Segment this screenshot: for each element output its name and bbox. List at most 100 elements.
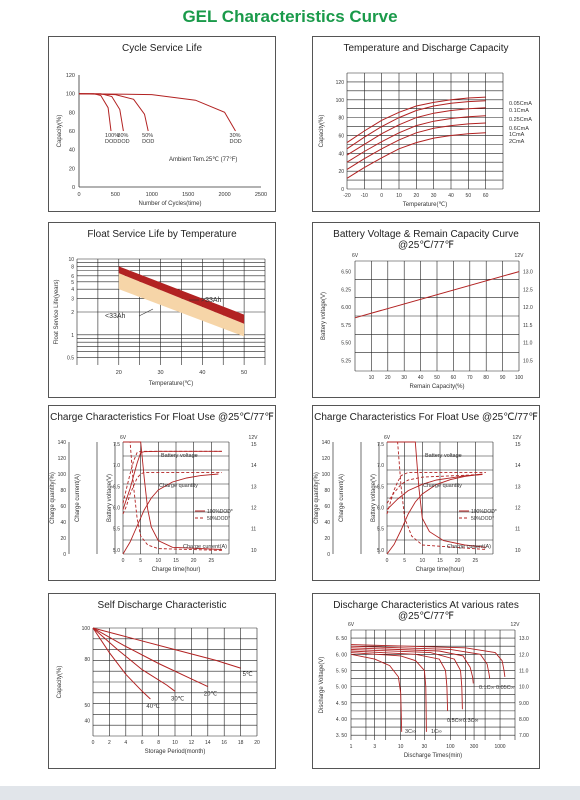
voltage2-tick-label: 10 [515,548,521,554]
series-label: 0.3C∞ [463,718,479,724]
series-line [387,441,486,548]
legend-entry: 0.6CmA [509,126,529,132]
annotation-quantity: Charge quantity [159,483,198,489]
right-unit: 12V [249,435,259,441]
legend-entry: 0.05CmA [509,101,532,107]
chart-float-service-life: 20 30 40 50 0.5 1 2 3 456 810 Temperature(℃) Float … [54,257,266,387]
series-line [346,96,486,144]
y-tick-label: 120 [66,73,75,79]
legend-entry: 0.25CmA [509,117,532,123]
voltage-tick-label: 5.5 [113,527,120,533]
y-tick-label: 120 [336,80,345,86]
voltage2-tick-label: 15 [515,442,521,448]
current-tick-label: 0.15C [83,406,97,408]
y-tick-label: 6. 50 [336,636,347,642]
x-tick-label: 12 [189,740,195,746]
series-line [350,648,463,710]
series-label: 50% [142,133,153,139]
quantity-tick-label: 100 [322,472,331,478]
y-tick-label: 80 [84,657,90,663]
series-label: 1C∞ [431,729,442,735]
quantity-tick-label: 60 [324,504,330,510]
series-line [346,107,486,156]
x-tick-label: 30 [401,375,407,381]
y-tick-label: 60 [338,133,344,139]
series-label: 30% [230,133,241,139]
x-axis-label: Temperature(℃) [149,381,193,387]
quantity-axis-label: Charge quantity(%) [314,472,320,524]
series-label: 3C∞ [405,729,416,735]
right-unit: 12V [511,622,521,628]
series-line [122,450,222,510]
x-tick-label: 100 [515,375,524,381]
x-tick-label: 20 [385,375,391,381]
series-label: 20℃ [204,692,218,698]
chart-title: Charge Characteristics For Float Use @25… [314,412,538,423]
voltage-tick-label: 7.5 [113,442,120,448]
voltage-axis-label: Battery voltage(V) [107,474,113,522]
quantity-tick-label: 140 [322,440,331,446]
current-tick-label: 0.1C [85,406,96,408]
y-tick-label: 6. 00 [336,652,347,658]
chart-charge-float-2: 0 5 10 15 20 25 5.0 5.5 6.0 6.5 7.0 7.5 10 11 12 13 14 15… [314,406,522,573]
series-line [354,271,520,319]
current-tick-label: 0.1C [349,406,360,408]
current-tick-label: 0.05C [83,406,97,408]
quantity-tick-label: 0 [327,552,330,558]
x-tick-label: 0 [77,192,80,198]
x-tick-label: 10 [156,558,162,564]
x-tick-label: 30 [431,193,437,199]
x-tick-label: 8 [157,740,160,746]
quantity-tick-label: 0 [63,552,66,558]
x-tick-label: 4 [124,740,127,746]
y-tick-label: 40 [69,148,75,154]
x-tick-label: 0 [386,558,389,564]
series-label: DOD [105,139,117,145]
chart-cycle-service-life: 0 500 1000 1500 2000 2500 0 20 40 60 80 100 120 Numbe… [57,73,267,207]
series-line [92,627,151,700]
x-tick-label: 10 [420,558,426,564]
x-tick-label: 20 [414,193,420,199]
chart-temperature-discharge-capacity: -20 -10 0 10 20 30 40 50 60 0 20 40 60 80 100 120 Temper… [319,72,532,208]
current-tick-label: 0.2C [349,406,360,408]
x-tick-label: 1000 [494,744,505,750]
voltage2-tick-label: 11 [251,527,256,533]
series-line [92,627,241,669]
y-axis-label: Capacity(%) [57,115,63,148]
y-tick-label: 10 [68,257,74,263]
x-tick-label: 5 [403,558,406,564]
series-label: 5℃ [243,672,253,678]
series-line [387,441,486,550]
voltage-tick-label: 5.5 [377,527,384,533]
y-tick-label: 6.25 [341,287,351,293]
voltage-tick-label: 7.0 [377,463,384,469]
series-line [79,93,124,132]
x-tick-label: 1000 [146,192,158,198]
y-tick-label: 4 [71,287,74,293]
voltage2-tick-label: 14 [251,463,257,469]
chart-title: Self Discharge Characteristic [97,600,227,611]
series-line [346,115,486,163]
y-tick-label: 5.50 [341,341,351,347]
x-tick-label: 15 [437,558,443,564]
y2-tick-label: 10.5 [523,358,533,364]
chart-discharge-various-rates: 1 3 10 30 100 300 1000 3. 50 4. 00 4. 50 5. 00 5. 5… [319,622,529,759]
leader-line [138,308,154,317]
series-line [350,644,506,677]
y-axis-label: Discharge Voltage(V) [319,657,325,714]
voltage-tick-label: 5.0 [377,548,384,554]
current-axis-label: Charge current(A) [75,474,81,522]
series-line [92,627,176,692]
series-line [386,471,486,515]
series-line [122,473,219,555]
x-tick-label: 60 [451,375,457,381]
y-tick-label: 80 [69,110,75,116]
quantity-tick-label: 20 [60,536,66,542]
y-tick-label: 6.50 [341,270,351,276]
band-over-33ah [118,266,245,324]
series-line [386,474,483,510]
series-line [350,652,427,732]
y2-tick-label: 10.0 [519,685,529,691]
voltage2-tick-label: 13 [515,484,521,490]
voltage-tick-label: 6.0 [113,506,120,512]
